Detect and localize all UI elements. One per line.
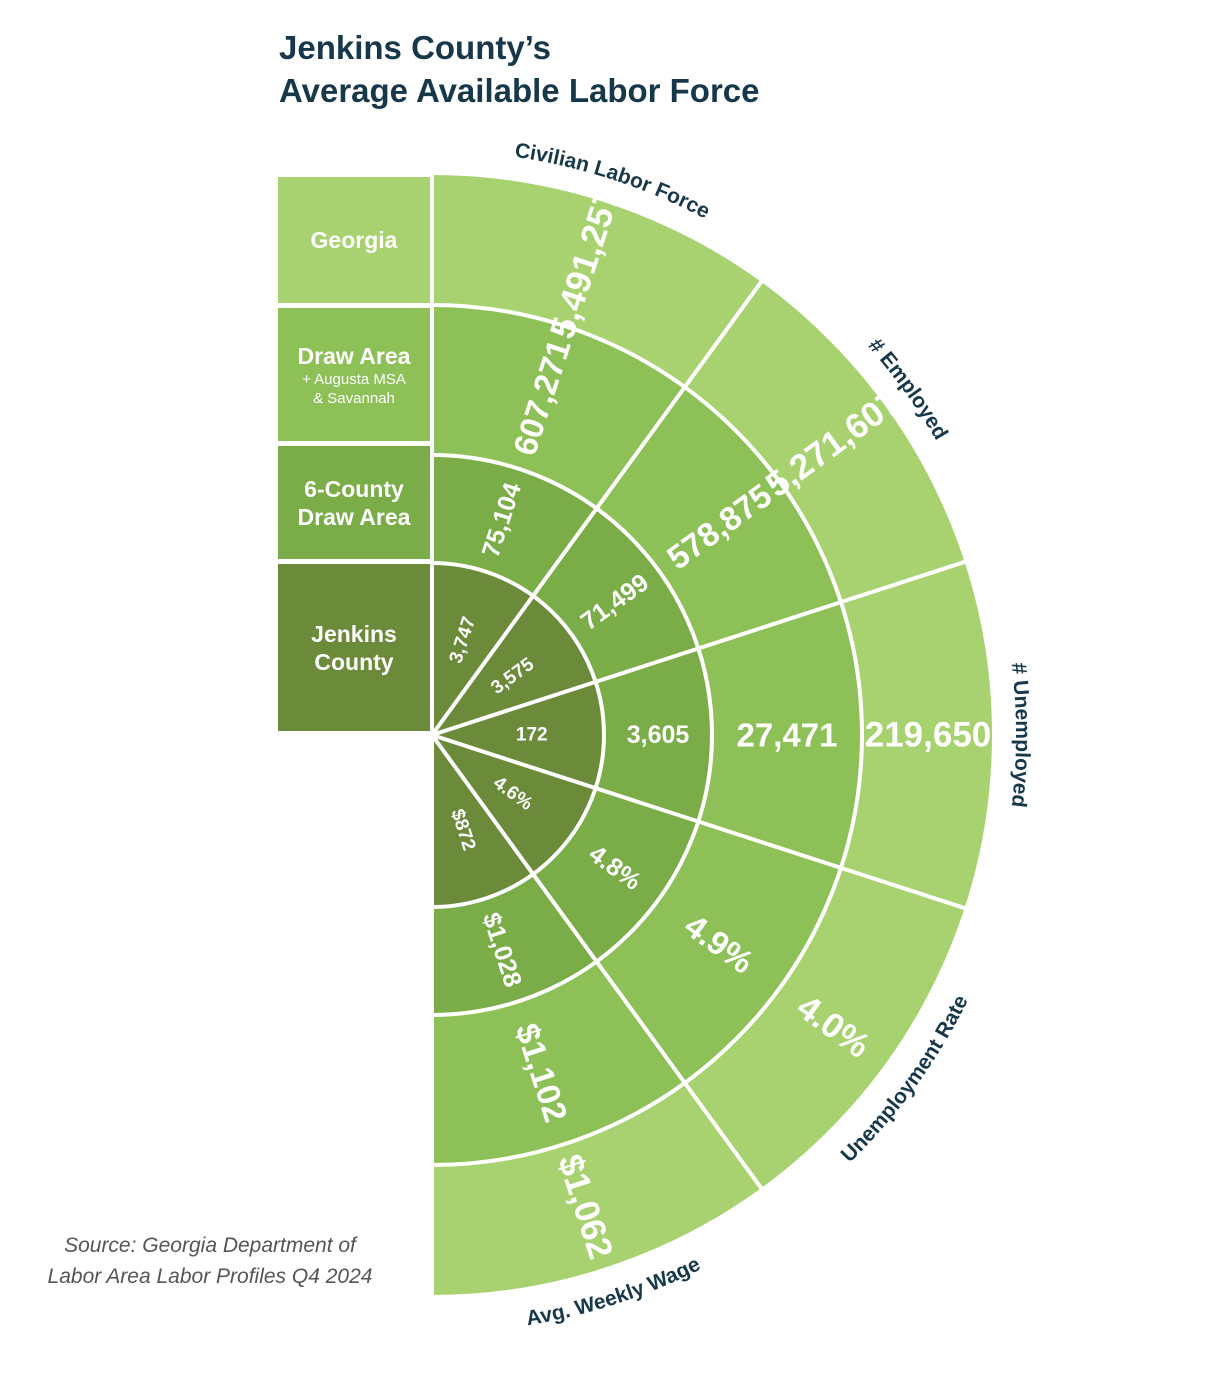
category-label-text-2: # Unemployed: [1007, 661, 1034, 808]
source-line-1: Source: Georgia Department of: [64, 1234, 356, 1257]
title-line-2: Average Available Labor Force: [279, 72, 760, 109]
segment-jenkins-county-unemployment-rate: [432, 735, 596, 875]
segment-draw-area-unemployment-rate: [596, 821, 841, 1083]
segment-jenkins-county-civilian-labor-force: [432, 563, 534, 735]
ring-divider-2: [431, 453, 714, 1017]
radial-divider-2-2: [697, 600, 842, 651]
radial-divider-0-4: [430, 733, 535, 876]
chart-title: Jenkins County’s Average Available Labor…: [279, 26, 760, 112]
source-note: Source: Georgia Department of Labor Area…: [10, 1230, 410, 1292]
segment-georgia-civilian-labor-force: [432, 173, 763, 388]
legend-6-county: 6-County Draw Area: [278, 446, 430, 559]
ring-divider-4: [431, 171, 996, 1299]
radial-divider-2-4: [594, 960, 687, 1085]
radial-divider-0-1: [430, 594, 535, 737]
legend-draw-area-name: Draw Area: [297, 342, 411, 369]
radial-divider-3-2: [840, 559, 968, 605]
ring-divider-1: [431, 561, 606, 909]
radial-divider-1-1: [531, 507, 599, 598]
radial-divider-3-1: [683, 279, 764, 389]
radial-divider-3-3: [840, 865, 968, 911]
radial-divider-0-2: [431, 679, 597, 737]
radial-divider-3-4: [683, 1081, 764, 1191]
category-label-unemployed: # Unemployed: [1007, 661, 1034, 808]
segment-draw-area-unemployed: [698, 602, 862, 868]
segment-6-county-draw-area-avg-weekly-wage: [432, 874, 597, 1015]
radial-divider-1-3: [594, 786, 699, 824]
segment-georgia-avg-weekly-wage: [432, 1082, 763, 1297]
segment-georgia-unemployed: [840, 561, 994, 909]
segment-jenkins-county-unemployed: [432, 681, 604, 789]
radial-divider-1-2: [594, 646, 699, 684]
legend-georgia: Georgia: [278, 177, 430, 303]
radial-divider-2-3: [697, 819, 842, 870]
value-georgia-unemployed: 219,650: [865, 716, 992, 755]
legend-draw-area-sub-1: + Augusta MSA: [302, 370, 406, 388]
source-line-2: Labor Area Labor Profiles Q4 2024: [47, 1265, 373, 1288]
segment-draw-area-avg-weekly-wage: [432, 961, 685, 1165]
legend-georgia-name: Georgia: [310, 227, 398, 253]
legend-draw-area: Draw Area + Augusta MSA & Savannah: [278, 308, 430, 441]
legend-jenkins-line-2: County: [314, 648, 394, 675]
segment-georgia-employed: [684, 280, 967, 603]
legend-6-county-line-1: 6-County: [304, 475, 404, 502]
segment-draw-area-civilian-labor-force: [432, 305, 685, 509]
radial-divider-0-3: [431, 733, 597, 791]
radial-divider-1-4: [531, 872, 599, 963]
title-line-1: Jenkins County’s: [279, 29, 552, 66]
value-6-county-draw-area-unemployed: 3,605: [627, 721, 690, 749]
segment-jenkins-county-avg-weekly-wage: [432, 735, 534, 907]
radial-divider-2-1: [594, 385, 687, 510]
legend-draw-area-sub-2: & Savannah: [313, 389, 395, 407]
segment-draw-area-employed: [596, 387, 841, 649]
value-jenkins-county-unemployed: 172: [516, 725, 548, 746]
ring-divider-3: [431, 303, 864, 1167]
value-draw-area-unemployed: 27,471: [737, 717, 838, 754]
segment-6-county-draw-area-civilian-labor-force: [432, 455, 597, 596]
segment-georgia-unemployment-rate: [684, 867, 967, 1190]
legend-6-county-line-2: Draw Area: [297, 503, 411, 530]
legend-jenkins-county: Jenkins County: [278, 564, 430, 731]
legend-jenkins-line-1: Jenkins: [311, 620, 397, 647]
segment-6-county-draw-area-unemployed: [595, 648, 712, 822]
segment-jenkins-county-employed: [432, 595, 596, 735]
